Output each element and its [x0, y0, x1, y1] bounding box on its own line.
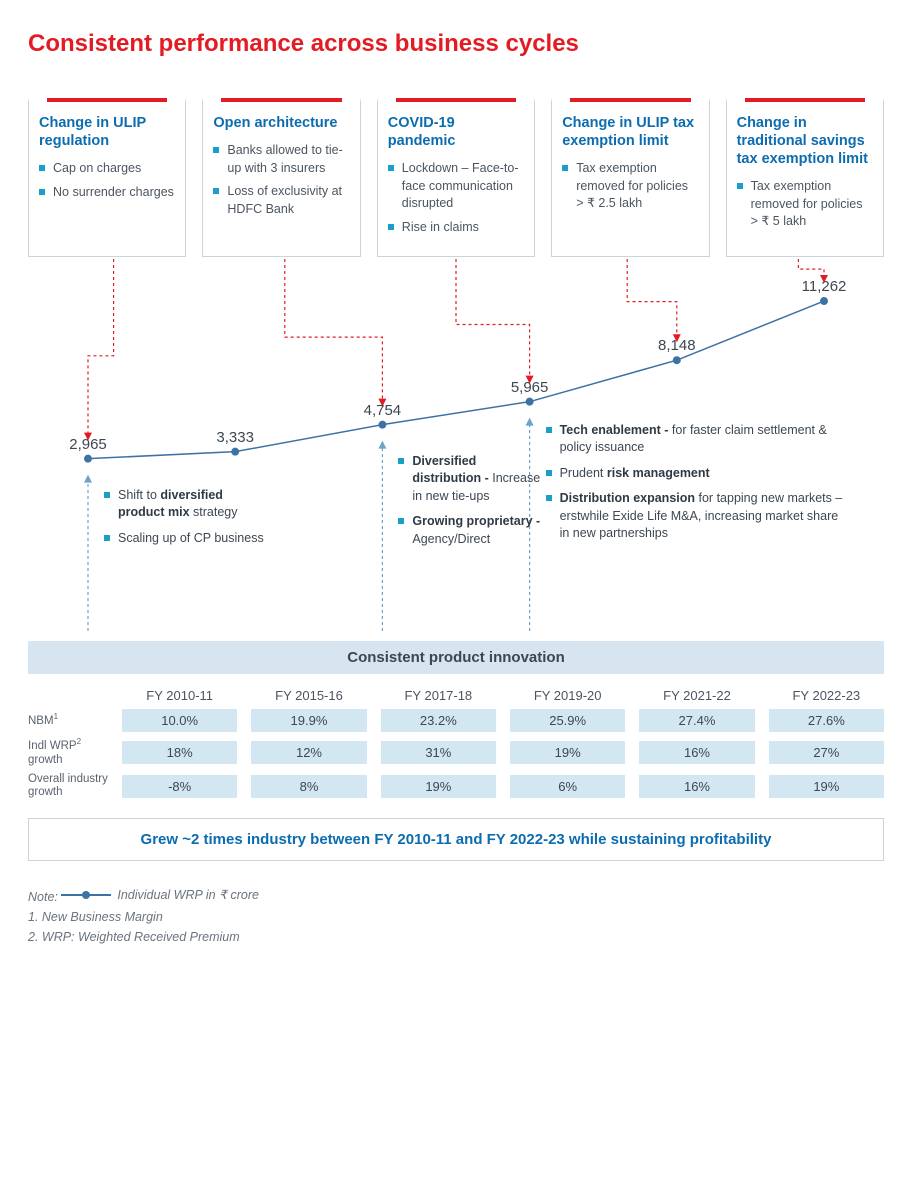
footnotes: Note: Individual WRP in ₹ crore 1. New B… — [28, 885, 884, 947]
event-title: Change in ULIP regulation — [39, 114, 175, 150]
chart-annotation: Diversified distribution - Increase in n… — [398, 453, 548, 557]
chart-annotation-item: Distribution expansion for tapping new m… — [546, 490, 846, 543]
data-point-label: 8,148 — [658, 337, 696, 354]
table-year-header: FY 2017-18 — [381, 688, 496, 703]
summary-statement: Grew ~2 times industry between FY 2010-1… — [28, 818, 884, 861]
event-box: Change in ULIP tax exemption limit Tax ex… — [551, 98, 709, 257]
innovation-band: Consistent product innovation — [28, 641, 884, 674]
data-point-label: 2,965 — [69, 436, 107, 453]
event-title: Change in traditional savings tax exempt… — [737, 114, 873, 168]
table-year-header: FY 2021-22 — [639, 688, 754, 703]
table-year-header: FY 2019-20 — [510, 688, 625, 703]
event-boxes-row: Change in ULIP regulation Cap on charges N… — [28, 98, 884, 257]
event-bullet: No surrender charges — [39, 184, 175, 202]
footnote-1: 1. New Business Margin — [28, 907, 884, 927]
table-cell: 25.9% — [510, 709, 625, 732]
event-bullet: Rise in claims — [388, 219, 524, 237]
row-label: Overall industry growth — [28, 773, 108, 801]
event-bullet: Tax exemption removed for policies > ₹ 5… — [737, 178, 873, 231]
event-bullet: Lockdown – Face-to-face communication di… — [388, 160, 524, 213]
legend-marker: Individual WRP in ₹ crore — [61, 885, 259, 905]
row-label: Indl WRP2 growth — [28, 737, 108, 767]
table-cell: 8% — [251, 775, 366, 798]
data-point-label: 11,262 — [802, 278, 847, 295]
table-cell: 12% — [251, 741, 366, 764]
legend-text: Individual WRP in ₹ crore — [117, 885, 259, 905]
note-lead: Note: — [28, 890, 58, 904]
chart-annotation-item: Diversified distribution - Increase in n… — [398, 453, 548, 506]
table-cell: 27.4% — [639, 709, 754, 732]
table-row: Indl WRP2 growth 18% 12% 31% 19% 16% 27% — [28, 737, 884, 767]
data-point-label: 3,333 — [216, 429, 254, 446]
event-title: Open architecture — [213, 114, 349, 132]
page-title: Consistent performance across business c… — [28, 30, 884, 58]
legend-line-icon — [61, 889, 111, 901]
data-point-label: 5,965 — [511, 379, 549, 396]
event-bullet: Cap on charges — [39, 160, 175, 178]
table-cell: 27.6% — [769, 709, 884, 732]
table-cell: 27% — [769, 741, 884, 764]
table-row: NBM1 10.0% 19.9% 23.2% 25.9% 27.4% 27.6% — [28, 709, 884, 732]
row-label: NBM1 — [28, 712, 108, 729]
table-cell: 31% — [381, 741, 496, 764]
table-cell: 23.2% — [381, 709, 496, 732]
table-row: Overall industry growth -8% 8% 19% 6% 16% 19% — [28, 773, 884, 801]
chart-annotation-item: Scaling up of CP business — [104, 530, 264, 548]
chart-annotation: Shift to diversified product mix strateg… — [104, 487, 264, 556]
table-cell: -8% — [122, 775, 237, 798]
event-box: Change in ULIP regulation Cap on charges N… — [28, 98, 186, 257]
table-year-header: FY 2010-11 — [122, 688, 237, 703]
table-cell: 19% — [381, 775, 496, 798]
chart-annotation-item: Tech enablement - for faster claim settl… — [546, 422, 846, 457]
table-cell: 19% — [769, 775, 884, 798]
event-box: COVID-19 pandemic Lockdown – Face-to-face… — [377, 98, 535, 257]
table-cell: 6% — [510, 775, 625, 798]
table-cell: 16% — [639, 775, 754, 798]
chart-annotation-item: Prudent risk management — [546, 465, 846, 483]
footnote-2: 2. WRP: Weighted Received Premium — [28, 927, 884, 947]
data-point-label: 4,754 — [364, 402, 402, 419]
table-cell: 19% — [510, 741, 625, 764]
table-cell: 16% — [639, 741, 754, 764]
chart-annotation-item: Growing proprietary - Agency/Direct — [398, 513, 548, 548]
table-cell: 18% — [122, 741, 237, 764]
event-bullet: Banks allowed to tie-up with 3 insurers — [213, 142, 349, 177]
event-bullet: Tax exemption removed for policies > ₹ 2… — [562, 160, 698, 213]
table-year-header: FY 2022-23 — [769, 688, 884, 703]
table-cell: 19.9% — [251, 709, 366, 732]
chart-annotation-item: Shift to diversified product mix strateg… — [104, 487, 264, 522]
metrics-table: FY 2010-11 FY 2015-16 FY 2017-18 FY 2019-20… — [28, 688, 884, 800]
chart-annotation: Tech enablement - for faster claim settl… — [546, 422, 846, 551]
event-box: Change in traditional savings tax exempt… — [726, 98, 884, 257]
event-box: Open architecture Banks allowed to tie-up… — [202, 98, 360, 257]
event-title: COVID-19 pandemic — [388, 114, 524, 150]
table-cell: 10.0% — [122, 709, 237, 732]
event-title: Change in ULIP tax exemption limit — [562, 114, 698, 150]
event-bullet: Loss of exclusivity at HDFC Bank — [213, 183, 349, 218]
chart-area: 2,965 3,333 4,754 5,965 8,148 11,262 Shift to… — [28, 257, 884, 637]
table-year-header: FY 2015-16 — [251, 688, 366, 703]
